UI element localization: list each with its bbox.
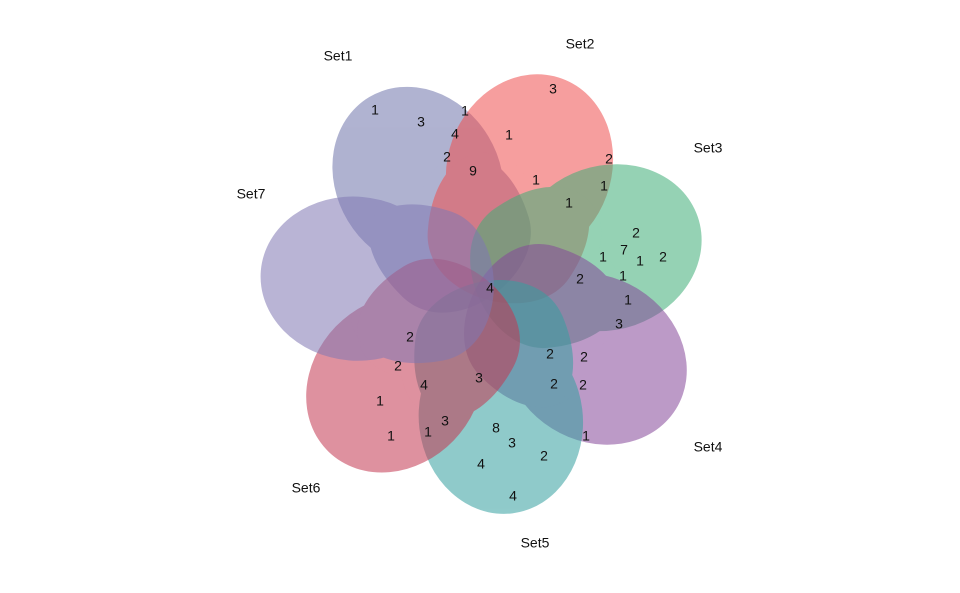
region-count: 2 — [550, 376, 558, 392]
set-shape — [260, 196, 494, 363]
region-count: 2 — [394, 358, 402, 374]
set-shapes — [260, 74, 702, 514]
region-count: 4 — [477, 456, 485, 472]
region-count: 1 — [619, 268, 627, 284]
region-count: 2 — [443, 149, 451, 165]
region-count: 7 — [620, 242, 628, 258]
region-count: 1 — [565, 195, 573, 211]
region-count: 3 — [417, 114, 425, 130]
region-count: 3 — [475, 370, 483, 386]
region-count: 1 — [505, 127, 513, 143]
set-inner — [351, 204, 494, 363]
region-count: 2 — [546, 346, 554, 362]
region-count: 4 — [420, 377, 428, 393]
set-label: Set5 — [521, 535, 550, 551]
region-count: 4 — [486, 280, 494, 296]
region-count: 3 — [615, 316, 623, 332]
region-count: 2 — [632, 225, 640, 241]
region-count: 1 — [532, 172, 540, 188]
region-count: 1 — [424, 424, 432, 440]
region-count: 2 — [605, 151, 613, 167]
region-count: 1 — [461, 103, 469, 119]
region-count: 4 — [509, 488, 517, 504]
region-count: 3 — [549, 81, 557, 97]
set-label: Set6 — [292, 480, 321, 496]
region-count: 1 — [387, 428, 395, 444]
set-label: Set4 — [694, 439, 723, 455]
region-count: 2 — [576, 271, 584, 287]
set-label: Set2 — [566, 36, 595, 52]
region-count: 2 — [540, 448, 548, 464]
set-label: Set7 — [237, 186, 266, 202]
region-count: 8 — [492, 420, 500, 436]
region-count: 4 — [451, 126, 459, 142]
region-count: 1 — [371, 102, 379, 118]
region-count: 1 — [600, 178, 608, 194]
region-count: 2 — [406, 329, 414, 345]
region-count: 1 — [582, 428, 590, 444]
region-count: 1 — [636, 253, 644, 269]
region-count: 9 — [469, 163, 477, 179]
set-label: Set1 — [324, 48, 353, 64]
region-count: 1 — [624, 292, 632, 308]
region-count: 2 — [659, 249, 667, 265]
region-count: 3 — [508, 435, 516, 451]
region-count: 1 — [599, 249, 607, 265]
region-count: 3 — [441, 413, 449, 429]
region-count: 2 — [580, 349, 588, 365]
region-count: 1 — [376, 393, 384, 409]
set-label: Set3 — [694, 140, 723, 156]
region-count: 2 — [579, 377, 587, 393]
